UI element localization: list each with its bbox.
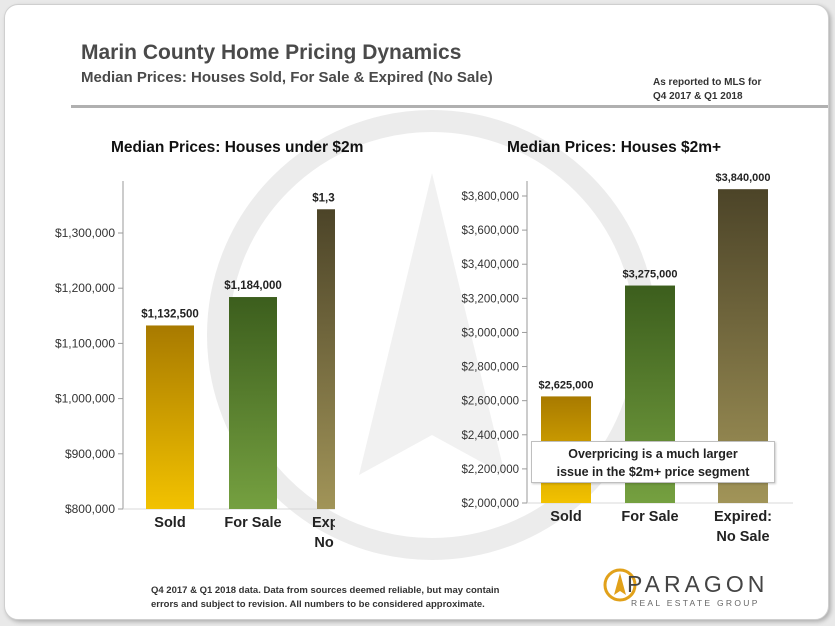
y-tick-label: $2,000,000 bbox=[461, 498, 519, 510]
chart-title-under-2m: Median Prices: Houses under $2m bbox=[111, 139, 364, 156]
data-label: $3,275,000 bbox=[622, 269, 677, 281]
bar bbox=[317, 209, 335, 509]
y-tick-label: $3,400,000 bbox=[461, 259, 519, 271]
page-subtitle: Median Prices: Houses Sold, For Sale & E… bbox=[81, 69, 493, 86]
header-divider bbox=[71, 105, 828, 108]
paragon-logo-icon bbox=[603, 568, 637, 602]
y-tick-label: $1,200,000 bbox=[55, 281, 115, 295]
y-tick-label: $1,000,000 bbox=[55, 392, 115, 406]
reported-line-1: As reported to MLS for bbox=[653, 77, 762, 88]
chart-card: Marin County Home Pricing Dynamics Media… bbox=[4, 4, 829, 620]
data-label: $1,184,000 bbox=[224, 280, 282, 292]
page-title: Marin County Home Pricing Dynamics bbox=[81, 41, 462, 64]
category-label: Expired: bbox=[312, 515, 335, 531]
y-tick-label: $3,600,000 bbox=[461, 225, 519, 237]
data-label: $1,343,000 bbox=[312, 192, 335, 204]
data-label: $3,840,000 bbox=[715, 172, 770, 184]
overpricing-annotation: Overpricing is a much larger issue in th… bbox=[531, 441, 775, 483]
footnote: Q4 2017 & Q1 2018 data. Data from source… bbox=[151, 584, 551, 612]
bar bbox=[146, 325, 194, 509]
chart-under-2m: $800,000 $900,000 $1,000,000 $1,100,000 $1,2… bbox=[55, 181, 335, 551]
category-label: Sold bbox=[154, 515, 185, 531]
annotation-line-1: Overpricing is a much larger bbox=[568, 447, 738, 461]
y-tick-label: $2,400,000 bbox=[461, 430, 519, 442]
annotation-line-2: issue in the $2m+ price segment bbox=[556, 465, 750, 479]
bar bbox=[229, 297, 277, 509]
category-label: For Sale bbox=[224, 515, 281, 531]
y-tick-label: $3,800,000 bbox=[461, 191, 519, 203]
y-tick-label: $900,000 bbox=[65, 447, 115, 461]
y-tick-label: $3,200,000 bbox=[461, 293, 519, 305]
footnote-line-2: errors and subject to revision. All numb… bbox=[151, 599, 485, 610]
y-tick-label: $2,200,000 bbox=[461, 464, 519, 476]
y-tick-label: $1,100,000 bbox=[55, 336, 115, 350]
category-label: Sold bbox=[550, 509, 581, 525]
footnote-line-1: Q4 2017 & Q1 2018 data. Data from source… bbox=[151, 585, 500, 596]
logo-wordmark: PARAGON bbox=[627, 571, 769, 597]
data-label: $1,132,500 bbox=[141, 308, 199, 320]
data-label: $2,625,000 bbox=[538, 379, 593, 391]
y-tick-label: $800,000 bbox=[65, 502, 115, 516]
category-label: No Sale bbox=[716, 529, 769, 545]
y-tick-label: $2,800,000 bbox=[461, 362, 519, 374]
category-label: For Sale bbox=[621, 509, 678, 525]
chart-title-2m-plus: Median Prices: Houses $2m+ bbox=[507, 139, 722, 156]
y-tick-label: $1,300,000 bbox=[55, 226, 115, 240]
y-tick-label: $2,600,000 bbox=[461, 396, 519, 408]
reported-note: As reported to MLS for Q4 2017 & Q1 2018 bbox=[653, 76, 793, 104]
category-label: Expired: bbox=[714, 509, 772, 525]
chart-2m-plus: $2,000,000 $2,200,000 $2,400,000 $2,600,000… bbox=[461, 172, 793, 545]
y-tick-label: $3,000,000 bbox=[461, 327, 519, 339]
category-label: No Sale bbox=[314, 535, 335, 551]
logo-tagline: REAL ESTATE GROUP bbox=[631, 598, 760, 608]
reported-line-2: Q4 2017 & Q1 2018 bbox=[653, 91, 743, 102]
